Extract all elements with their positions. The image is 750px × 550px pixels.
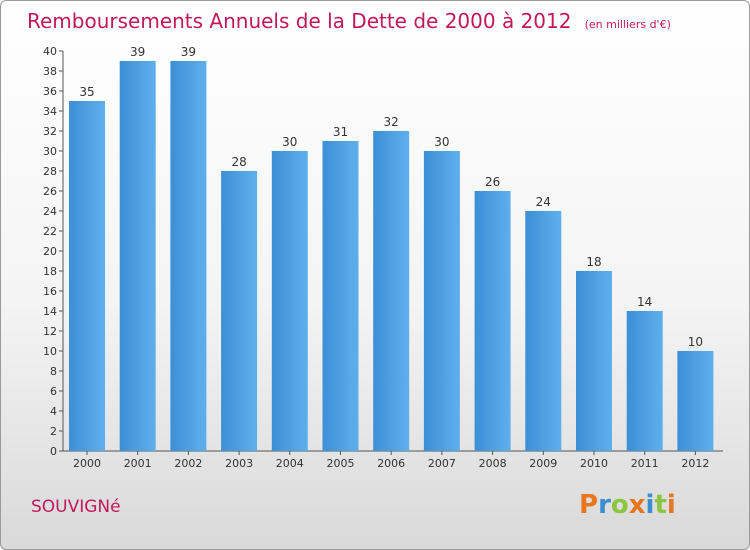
bar-2012 [677, 351, 714, 451]
y-tick-label: 14 [43, 305, 57, 318]
chart-bars [69, 61, 714, 451]
logo-letter: x [628, 490, 646, 520]
x-tick-label-2011: 2011 [631, 457, 659, 470]
value-label-2001: 39 [130, 45, 145, 59]
logo-letter: i [645, 490, 655, 520]
x-tick-label-2009: 2009 [529, 457, 557, 470]
value-label-2010: 18 [586, 255, 601, 269]
x-tick-label-2004: 2004 [276, 457, 304, 470]
chart-unit: (en milliers d'€) [584, 18, 671, 31]
value-label-2005: 31 [333, 125, 348, 139]
value-label-2011: 14 [637, 295, 652, 309]
x-tick-label-2007: 2007 [428, 457, 456, 470]
y-tick-label: 34 [43, 105, 57, 118]
value-label-2008: 26 [485, 175, 500, 189]
commune-name: SOUVIGNé [31, 497, 121, 517]
y-tick-label: 22 [43, 225, 57, 238]
x-tick-label-2008: 2008 [479, 457, 507, 470]
y-tick-label: 18 [43, 265, 57, 278]
logo-letter: o [610, 490, 629, 520]
logo-letter: t [654, 490, 667, 520]
bar-2011 [626, 311, 663, 451]
logo-letter: P [579, 490, 599, 520]
x-tick-label-2002: 2002 [174, 457, 202, 470]
chart-title: Remboursements Annuels de la Dette de 20… [27, 9, 572, 33]
bar-2001 [119, 61, 156, 451]
y-tick-label: 12 [43, 325, 57, 338]
chart-labels: 35 2000 39 2001 39 2002 28 2003 30 2004 31 2005 32 20… [73, 45, 709, 470]
y-tick-label: 6 [50, 385, 57, 398]
proxiti-logo: Proxiti [579, 490, 676, 520]
y-tick-label: 28 [43, 165, 57, 178]
y-tick-label: 10 [43, 345, 57, 358]
y-tick-label: 20 [43, 245, 57, 258]
value-label-2002: 39 [181, 45, 196, 59]
y-tick-label: 40 [43, 45, 57, 58]
bar-2004 [271, 151, 308, 451]
y-tick-label: 24 [43, 205, 57, 218]
bar-2002 [170, 61, 207, 451]
y-tick-label: 26 [43, 185, 57, 198]
bar-2000 [69, 101, 105, 451]
x-tick-label-2010: 2010 [580, 457, 608, 470]
bar-2003 [221, 171, 258, 451]
y-tick-label: 30 [43, 145, 57, 158]
bar-2009 [525, 211, 562, 451]
x-tick-label-2000: 2000 [73, 457, 101, 470]
chart-title-block: Remboursements Annuels de la Dette de 20… [27, 9, 671, 33]
bar-2008 [474, 191, 511, 451]
y-tick-label: 38 [43, 65, 57, 78]
value-label-2009: 24 [536, 195, 551, 209]
y-tick-label: 0 [50, 445, 57, 458]
y-tick-label: 32 [43, 125, 57, 138]
value-label-2007: 30 [434, 135, 449, 149]
bar-2005 [322, 141, 359, 451]
value-label-2004: 30 [282, 135, 297, 149]
logo-letter: i [666, 490, 676, 520]
y-tick-label: 2 [50, 425, 57, 438]
x-tick-label-2005: 2005 [327, 457, 355, 470]
value-label-2003: 28 [231, 155, 246, 169]
value-label-2000: 35 [79, 85, 94, 99]
x-tick-label-2006: 2006 [377, 457, 405, 470]
value-label-2006: 32 [384, 115, 399, 129]
bar-2010 [576, 271, 612, 451]
bar-2007 [423, 151, 460, 451]
y-tick-label: 8 [50, 365, 57, 378]
y-tick-label: 4 [50, 405, 57, 418]
value-label-2012: 10 [688, 335, 703, 349]
x-tick-label-2003: 2003 [225, 457, 253, 470]
y-tick-label: 36 [43, 85, 57, 98]
x-tick-label-2012: 2012 [681, 457, 709, 470]
bar-2006 [373, 131, 410, 451]
x-tick-label-2001: 2001 [124, 457, 152, 470]
logo-letter: r [598, 490, 611, 520]
y-tick-label: 16 [43, 285, 57, 298]
